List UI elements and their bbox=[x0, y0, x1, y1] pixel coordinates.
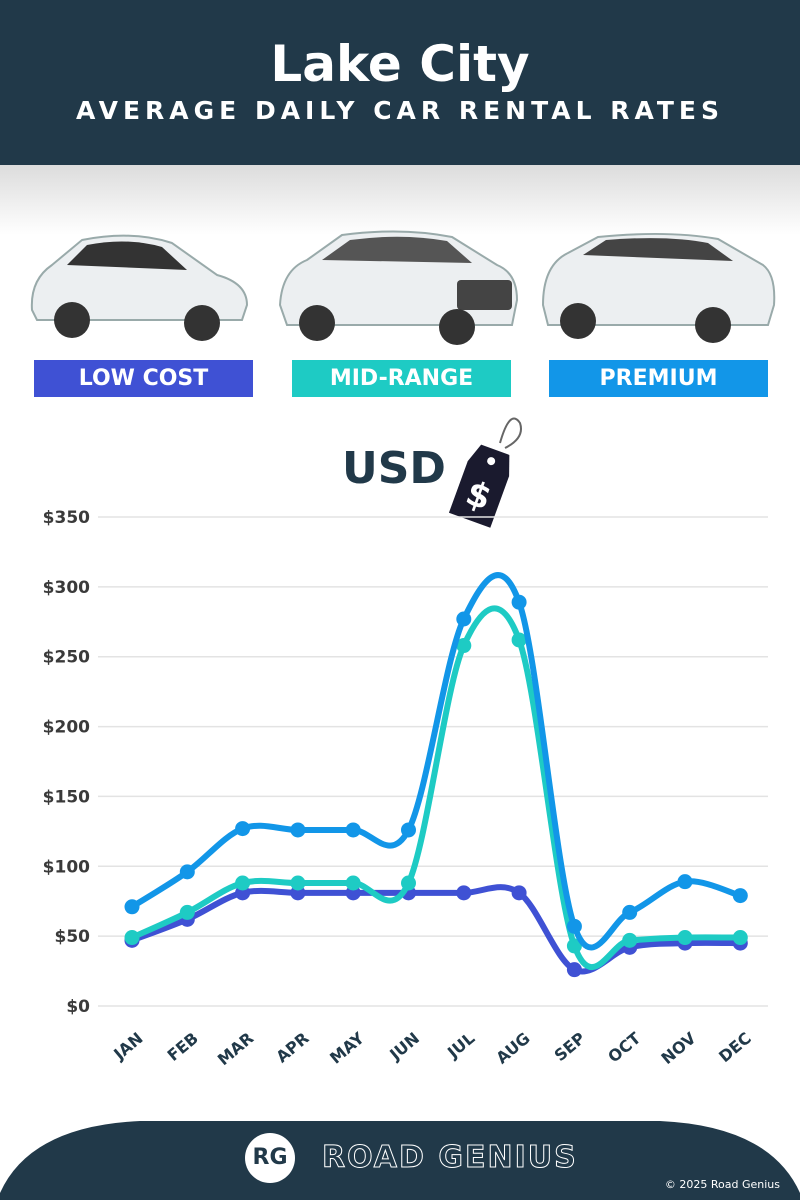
y-tick-label: $250 bbox=[43, 648, 90, 668]
y-tick-label: $200 bbox=[43, 718, 90, 738]
x-tick-label: FEB bbox=[164, 1029, 202, 1065]
y-tick-label: $300 bbox=[43, 578, 90, 598]
data-point bbox=[124, 899, 140, 915]
y-tick-label: $350 bbox=[43, 508, 90, 528]
y-tick-label: $50 bbox=[55, 927, 91, 947]
header: Lake City AVERAGE DAILY CAR RENTAL RATES bbox=[0, 0, 800, 165]
data-point bbox=[677, 874, 693, 890]
y-tick-label: $0 bbox=[66, 997, 90, 1017]
x-tick-label: APR bbox=[272, 1029, 312, 1067]
x-tick-label: OCT bbox=[604, 1028, 644, 1066]
brand-name: ROAD GENIUS bbox=[322, 1140, 578, 1176]
x-tick-label: JAN bbox=[109, 1029, 146, 1065]
road-genius-logo: RG bbox=[245, 1133, 295, 1183]
data-point bbox=[290, 875, 306, 891]
data-point bbox=[732, 888, 748, 904]
data-point bbox=[345, 875, 361, 891]
data-point bbox=[566, 938, 582, 954]
x-tick-label: NOV bbox=[658, 1028, 701, 1068]
x-tick-label: DEC bbox=[715, 1029, 755, 1067]
currency-label: USD bbox=[342, 443, 446, 494]
copyright: © 2025 Road Genius bbox=[664, 1178, 780, 1191]
data-point bbox=[456, 611, 472, 627]
x-tick-label: JUN bbox=[385, 1029, 423, 1065]
low-cost-label: LOW COST bbox=[34, 360, 253, 397]
x-tick-label: SEP bbox=[551, 1028, 590, 1065]
data-point bbox=[566, 962, 582, 978]
data-point bbox=[622, 932, 638, 948]
data-point bbox=[235, 875, 251, 891]
data-point bbox=[235, 821, 251, 837]
mid-range-label: MID-RANGE bbox=[292, 360, 511, 397]
y-tick-label: $100 bbox=[43, 857, 90, 877]
data-point bbox=[511, 885, 527, 901]
premium-label: PREMIUM bbox=[549, 360, 768, 397]
x-tick-label: MAR bbox=[214, 1029, 257, 1070]
premium-car-image bbox=[541, 232, 776, 343]
line-chart: $0 $50 $100 $150 $200 $250 $300 $350 JAN FEB MAR AP… bbox=[43, 508, 768, 1070]
header-shadow bbox=[0, 165, 800, 235]
data-point bbox=[732, 930, 748, 946]
page-subtitle: AVERAGE DAILY CAR RENTAL RATES bbox=[75, 96, 724, 125]
data-point bbox=[401, 875, 416, 891]
data-point bbox=[511, 594, 527, 610]
data-point bbox=[179, 864, 195, 880]
data-point bbox=[622, 904, 638, 920]
x-tick-label: MAY bbox=[326, 1028, 368, 1067]
data-point bbox=[345, 822, 361, 838]
x-tick-label: JUL bbox=[443, 1029, 478, 1063]
page-title: Lake City bbox=[270, 35, 530, 93]
data-point bbox=[566, 918, 582, 934]
data-point bbox=[401, 822, 416, 838]
price-tag-icon: $ bbox=[448, 417, 522, 528]
data-point bbox=[124, 930, 140, 946]
series-line-1 bbox=[130, 605, 741, 971]
footer-background bbox=[0, 1121, 800, 1200]
data-point bbox=[290, 822, 306, 838]
mid-range-car-image bbox=[278, 230, 519, 345]
x-tick-label: AUG bbox=[492, 1029, 533, 1068]
data-point bbox=[456, 885, 472, 901]
data-point bbox=[456, 638, 472, 654]
data-point bbox=[511, 632, 527, 648]
data-point bbox=[677, 930, 693, 946]
data-point bbox=[179, 904, 195, 920]
y-tick-label: $150 bbox=[43, 787, 90, 807]
low-cost-car-image bbox=[30, 234, 249, 341]
